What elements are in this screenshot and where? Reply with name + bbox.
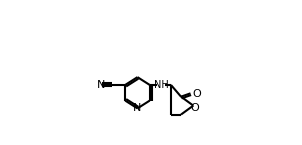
Text: NH: NH [153, 80, 168, 90]
Text: N: N [97, 80, 105, 90]
Text: O: O [193, 89, 201, 99]
Text: O: O [191, 103, 199, 113]
Text: N: N [133, 103, 142, 113]
